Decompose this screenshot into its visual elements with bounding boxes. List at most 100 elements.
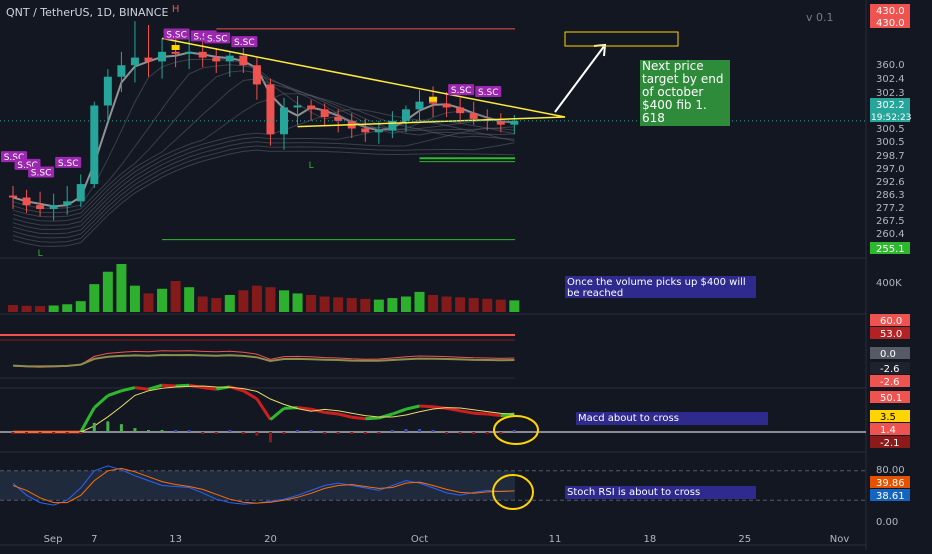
volume-bar[interactable]	[265, 287, 276, 312]
triangle-lower-trendline[interactable]	[297, 116, 566, 128]
signal-label-text: S.SC	[234, 38, 255, 48]
volume-bar[interactable]	[306, 294, 317, 312]
highlight-marker	[171, 45, 180, 50]
candle-body[interactable]	[185, 51, 194, 54]
volume-bar[interactable]	[8, 305, 18, 312]
macd-line-segment	[351, 415, 366, 421]
volume-bar[interactable]	[75, 301, 86, 312]
candle-body[interactable]	[22, 197, 31, 206]
candle-body[interactable]	[158, 51, 167, 62]
volume-bar[interactable]	[116, 264, 127, 312]
candle-body[interactable]	[252, 65, 261, 85]
candle-body[interactable]	[266, 84, 275, 135]
price-axis-tick: 302.2	[876, 100, 905, 111]
volume-bar[interactable]	[333, 297, 344, 312]
volume-bar[interactable]	[251, 285, 262, 312]
volume-bar[interactable]	[238, 290, 249, 312]
volume-bar[interactable]	[468, 298, 479, 312]
candle-body[interactable]	[456, 107, 465, 114]
signal-label-tag[interactable]	[475, 86, 502, 97]
volume-bar[interactable]	[428, 294, 439, 312]
candle-body[interactable]	[429, 101, 438, 104]
volume-bar[interactable]	[48, 305, 59, 312]
volume-bar[interactable]	[170, 281, 181, 312]
candle-body[interactable]	[212, 57, 221, 62]
candle-body[interactable]	[63, 201, 72, 206]
signal-label-tag[interactable]	[204, 32, 231, 44]
macd-line-segment	[255, 397, 272, 421]
volume-bar[interactable]	[129, 285, 140, 312]
target-zone-box[interactable]	[564, 31, 679, 47]
candle-body[interactable]	[49, 205, 58, 209]
candle-body[interactable]	[90, 105, 99, 185]
candle-body[interactable]	[239, 55, 248, 66]
candle-body[interactable]	[361, 128, 370, 133]
candle-body[interactable]	[510, 120, 519, 125]
volume-bar[interactable]	[400, 296, 411, 312]
candle-body[interactable]	[9, 195, 17, 198]
candle-body[interactable]	[225, 55, 234, 62]
volume-bar[interactable]	[35, 306, 46, 312]
candle-body[interactable]	[36, 205, 45, 209]
annotation-price-target[interactable]: Next price target by end of october $400…	[640, 60, 730, 126]
volume-bar[interactable]	[143, 293, 154, 312]
volume-bar[interactable]	[197, 296, 208, 312]
annotation-stoch-rsi[interactable]: Stoch RSI is about to cross	[565, 486, 756, 499]
volume-bar[interactable]	[441, 296, 452, 312]
macd-cross-highlight[interactable]	[493, 415, 539, 445]
candle-body[interactable]	[198, 51, 207, 58]
time-axis-tick: 11	[549, 534, 562, 545]
volume-bar[interactable]	[224, 294, 235, 312]
macd-line-segment	[405, 404, 420, 411]
volume-bar[interactable]	[509, 300, 520, 312]
candle-body[interactable]	[130, 57, 139, 66]
signal-label-tag[interactable]	[231, 36, 258, 48]
volume-bar[interactable]	[360, 298, 371, 312]
signal-label-tag[interactable]	[55, 156, 82, 168]
volume-bar[interactable]	[21, 305, 32, 312]
signal-label-tag[interactable]	[28, 166, 55, 178]
signal-label-text: S.SC	[17, 161, 38, 171]
candle-body[interactable]	[320, 109, 329, 117]
volume-bar[interactable]	[455, 297, 466, 312]
candle-body[interactable]	[401, 109, 410, 121]
volume-bar[interactable]	[102, 271, 113, 312]
candle-body[interactable]	[496, 120, 505, 125]
stoch-cross-highlight[interactable]	[492, 474, 534, 510]
candle-body[interactable]	[117, 65, 126, 77]
volume-bar[interactable]	[373, 299, 384, 312]
triangle-upper-trendline[interactable]	[161, 37, 566, 118]
volume-bar[interactable]	[279, 290, 289, 312]
candle-body[interactable]	[171, 51, 180, 54]
volume-bar[interactable]	[292, 293, 303, 312]
volume-bar[interactable]	[89, 284, 100, 312]
volume-bar[interactable]	[184, 287, 195, 312]
volume-bar[interactable]	[346, 298, 357, 312]
annotation-volume[interactable]: Once the volume picks up $400 will be re…	[565, 276, 756, 299]
candle-body[interactable]	[442, 103, 451, 108]
volume-bar[interactable]	[482, 298, 493, 312]
candle-body[interactable]	[415, 101, 424, 110]
volume-bar[interactable]	[62, 304, 73, 312]
volume-bar[interactable]	[211, 298, 222, 312]
candle-body[interactable]	[469, 113, 478, 119]
candle-body[interactable]	[334, 117, 343, 121]
volume-bar[interactable]	[495, 299, 506, 312]
signal-label-tag[interactable]	[448, 84, 475, 96]
signal-label-tag[interactable]	[163, 28, 190, 40]
candle-body[interactable]	[144, 57, 153, 62]
candle-body[interactable]	[76, 184, 85, 202]
candle-body[interactable]	[103, 76, 112, 106]
annotation-macd[interactable]: Macd about to cross	[576, 412, 768, 425]
volume-bar[interactable]	[157, 288, 168, 312]
volume-bar[interactable]	[319, 296, 330, 312]
candle-body[interactable]	[388, 120, 397, 131]
volume-bar[interactable]	[387, 298, 398, 312]
projection-arrow-line[interactable]	[554, 44, 606, 113]
candle-body[interactable]	[374, 130, 383, 133]
candle-body[interactable]	[293, 105, 302, 108]
candle-body[interactable]	[307, 105, 316, 110]
volume-bar[interactable]	[414, 291, 425, 312]
